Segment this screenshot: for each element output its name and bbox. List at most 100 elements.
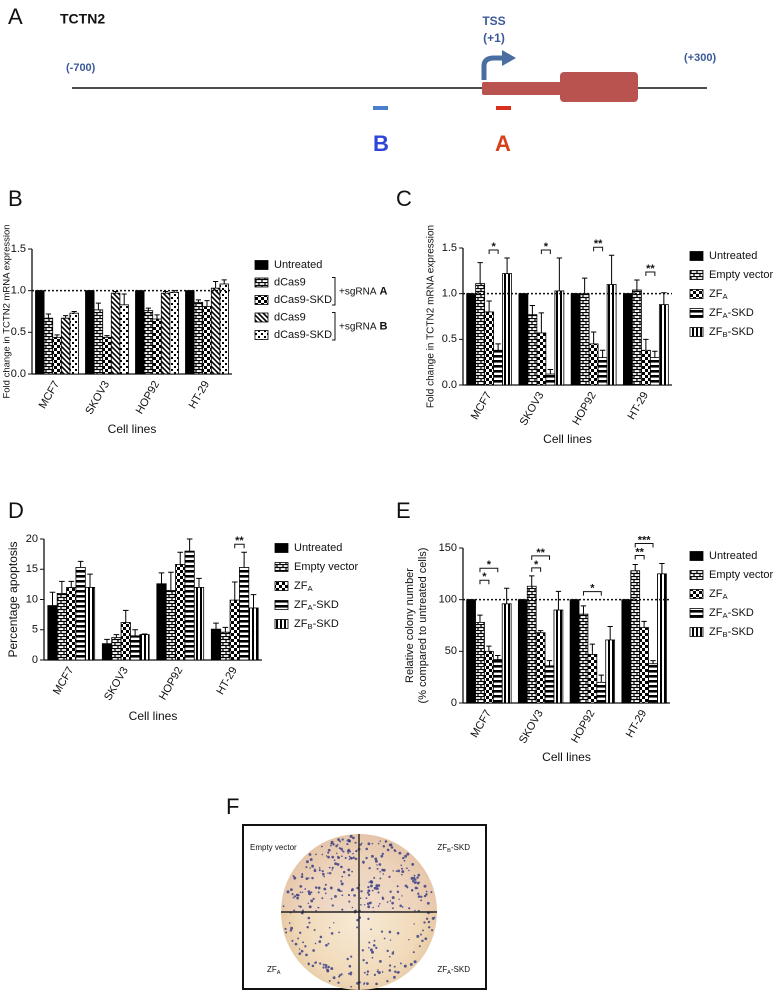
colony — [380, 930, 384, 933]
bar — [466, 599, 476, 704]
significance-bracket — [540, 249, 551, 255]
bar — [130, 635, 141, 661]
colony — [401, 895, 403, 897]
significance-bracket — [488, 249, 499, 255]
colony — [325, 855, 328, 857]
text-part: A — [307, 584, 313, 593]
error-bar — [250, 594, 257, 608]
colony — [426, 901, 430, 905]
colony — [291, 939, 294, 942]
bar — [501, 603, 512, 704]
colony — [424, 937, 428, 941]
colony — [311, 876, 314, 880]
colony — [392, 975, 396, 979]
bar — [518, 293, 529, 386]
colony — [348, 972, 351, 975]
colony — [298, 905, 300, 907]
colony — [339, 890, 342, 892]
colony — [408, 907, 411, 910]
x-tick-label: MCF7 — [469, 390, 494, 422]
colony — [342, 870, 346, 874]
text-part: -SKD — [451, 843, 470, 852]
bar — [596, 681, 607, 704]
bar — [219, 283, 229, 375]
colony — [430, 891, 433, 894]
colony — [375, 946, 378, 950]
error-bar — [641, 620, 647, 628]
x-tick-label: HT-29 — [626, 390, 651, 422]
bar — [605, 639, 616, 704]
error-bar — [495, 654, 501, 660]
colony — [371, 889, 374, 892]
colony — [311, 864, 313, 867]
y-tick-label: 0.5 — [11, 326, 26, 338]
significance-bracket — [634, 543, 654, 548]
bar — [165, 590, 176, 661]
colony — [307, 890, 311, 893]
colony — [347, 868, 351, 872]
colony — [377, 971, 381, 975]
quadrant-label: ZFA-SKD — [437, 965, 470, 976]
significance-label: * — [544, 241, 549, 253]
text-part: ZF — [709, 626, 723, 638]
colony — [413, 960, 417, 964]
colony — [317, 886, 321, 890]
colony — [416, 882, 420, 885]
bar — [649, 357, 660, 386]
bar — [517, 599, 528, 704]
colony — [308, 905, 312, 909]
colony — [318, 940, 322, 943]
bar — [93, 309, 104, 375]
colony — [307, 916, 311, 920]
bar — [210, 628, 222, 661]
colony — [421, 939, 424, 943]
colony — [327, 872, 329, 874]
colony — [340, 847, 343, 851]
colony — [396, 931, 400, 935]
legend-label: ZFB-SKD — [709, 326, 754, 339]
bar — [526, 585, 537, 704]
colony — [341, 894, 344, 897]
colony — [305, 860, 309, 864]
error-bar — [650, 660, 656, 664]
colony — [317, 906, 320, 909]
legend-group-label: +sgRNA A — [339, 285, 388, 297]
colony — [408, 869, 410, 872]
bar — [569, 599, 580, 704]
colony — [348, 964, 352, 968]
colony — [420, 899, 423, 902]
colony — [368, 881, 370, 884]
colony — [301, 873, 303, 875]
bar — [143, 310, 154, 375]
panel-label: C — [396, 186, 412, 211]
x-axis-label: Cell lines — [129, 709, 178, 723]
colony — [363, 983, 365, 985]
colony — [377, 891, 380, 894]
colony — [420, 895, 423, 898]
colony — [319, 962, 322, 965]
colony — [308, 853, 312, 856]
colony — [330, 840, 334, 844]
colony — [414, 881, 418, 884]
error-bar — [661, 292, 667, 305]
colony — [285, 931, 288, 934]
bar — [544, 665, 555, 704]
colony — [308, 877, 310, 879]
panel-label: B — [8, 186, 23, 211]
error-bar — [555, 590, 562, 610]
colony — [368, 867, 371, 870]
bar — [139, 634, 150, 661]
text-part: -SKD — [451, 965, 470, 974]
colony — [379, 877, 382, 880]
colony — [348, 900, 351, 903]
error-bar — [580, 605, 587, 615]
error-bar — [607, 626, 613, 640]
legend-swatch — [689, 270, 704, 280]
colony — [355, 850, 358, 853]
colony — [393, 965, 396, 968]
bar — [75, 567, 86, 661]
colony — [305, 866, 308, 869]
error-bar — [581, 277, 588, 294]
x-tick-label: SKOV3 — [102, 665, 131, 703]
colony — [396, 885, 399, 888]
